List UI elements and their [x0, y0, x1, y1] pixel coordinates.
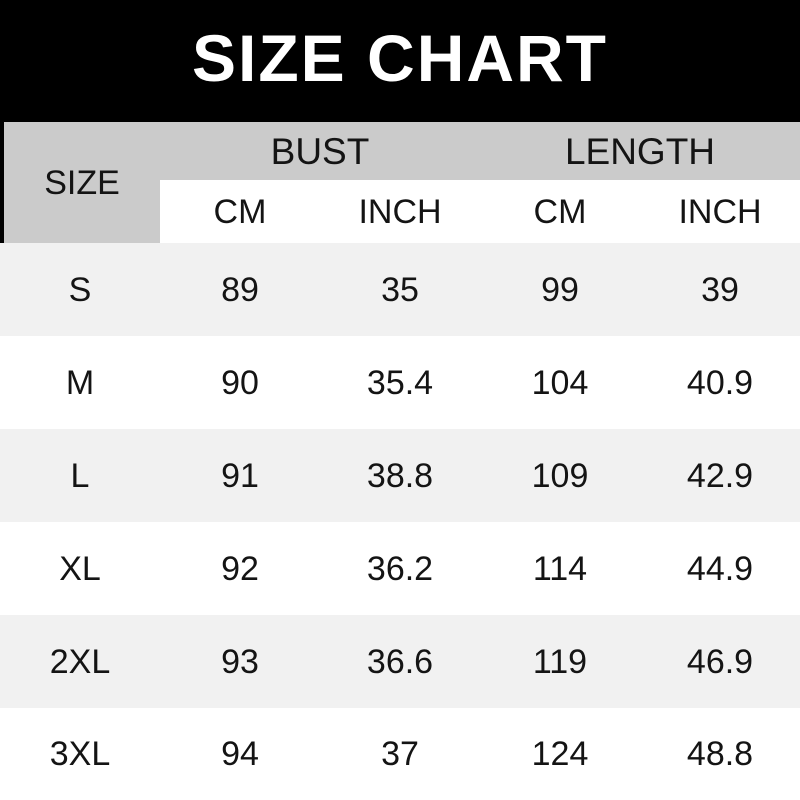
- cell-l-bust-cm: 91: [160, 429, 320, 522]
- row-label-xl: XL: [0, 522, 160, 615]
- group-header-length: LENGTH: [480, 122, 800, 180]
- cell-s-length-inch: 39: [640, 243, 800, 336]
- col-header-bust-inch: INCH: [320, 180, 480, 243]
- cell-2xl-length-cm: 119: [480, 615, 640, 708]
- col-header-length-cm: CM: [480, 180, 640, 243]
- page-title: SIZE CHART: [192, 21, 608, 95]
- title-bar: SIZE CHART: [0, 0, 800, 122]
- cell-2xl-length-inch: 46.9: [640, 615, 800, 708]
- col-header-bust-cm: CM: [160, 180, 320, 243]
- cell-m-length-cm: 104: [480, 336, 640, 429]
- cell-2xl-bust-cm: 93: [160, 615, 320, 708]
- cell-m-length-inch: 40.9: [640, 336, 800, 429]
- cell-2xl-bust-inch: 36.6: [320, 615, 480, 708]
- size-chart-table: SIZE BUST LENGTH CM INCH CM INCH S 89 35…: [0, 122, 800, 800]
- row-label-l: L: [0, 429, 160, 522]
- cell-3xl-length-cm: 124: [480, 708, 640, 800]
- cell-xl-bust-cm: 92: [160, 522, 320, 615]
- cell-xl-bust-inch: 36.2: [320, 522, 480, 615]
- cell-3xl-bust-cm: 94: [160, 708, 320, 800]
- row-label-2xl: 2XL: [0, 615, 160, 708]
- cell-s-bust-cm: 89: [160, 243, 320, 336]
- cell-3xl-bust-inch: 37: [320, 708, 480, 800]
- row-label-m: M: [0, 336, 160, 429]
- cell-s-length-cm: 99: [480, 243, 640, 336]
- col-header-size: SIZE: [0, 122, 160, 243]
- row-label-s: S: [0, 243, 160, 336]
- cell-l-bust-inch: 38.8: [320, 429, 480, 522]
- cell-l-length-cm: 109: [480, 429, 640, 522]
- cell-xl-length-inch: 44.9: [640, 522, 800, 615]
- cell-l-length-inch: 42.9: [640, 429, 800, 522]
- cell-s-bust-inch: 35: [320, 243, 480, 336]
- row-label-3xl: 3XL: [0, 708, 160, 800]
- cell-3xl-length-inch: 48.8: [640, 708, 800, 800]
- cell-m-bust-inch: 35.4: [320, 336, 480, 429]
- col-header-length-inch: INCH: [640, 180, 800, 243]
- cell-xl-length-cm: 114: [480, 522, 640, 615]
- cell-m-bust-cm: 90: [160, 336, 320, 429]
- group-header-bust: BUST: [160, 122, 480, 180]
